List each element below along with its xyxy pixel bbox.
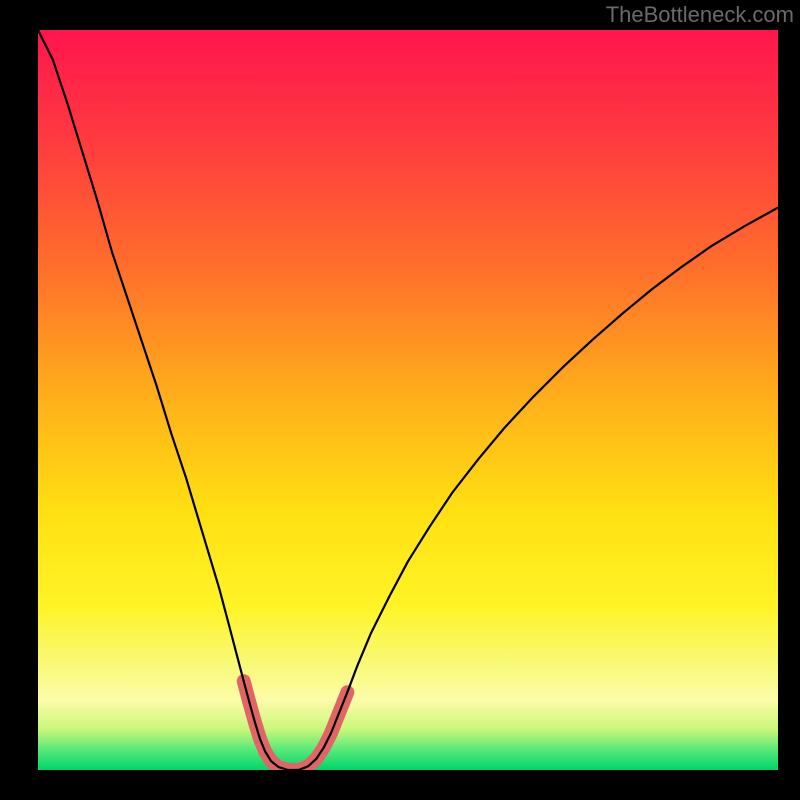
chart-canvas: TheBottleneck.com	[0, 0, 800, 800]
plot-area	[38, 30, 778, 770]
curve-layer	[38, 30, 778, 770]
watermark-text: TheBottleneck.com	[606, 2, 794, 28]
